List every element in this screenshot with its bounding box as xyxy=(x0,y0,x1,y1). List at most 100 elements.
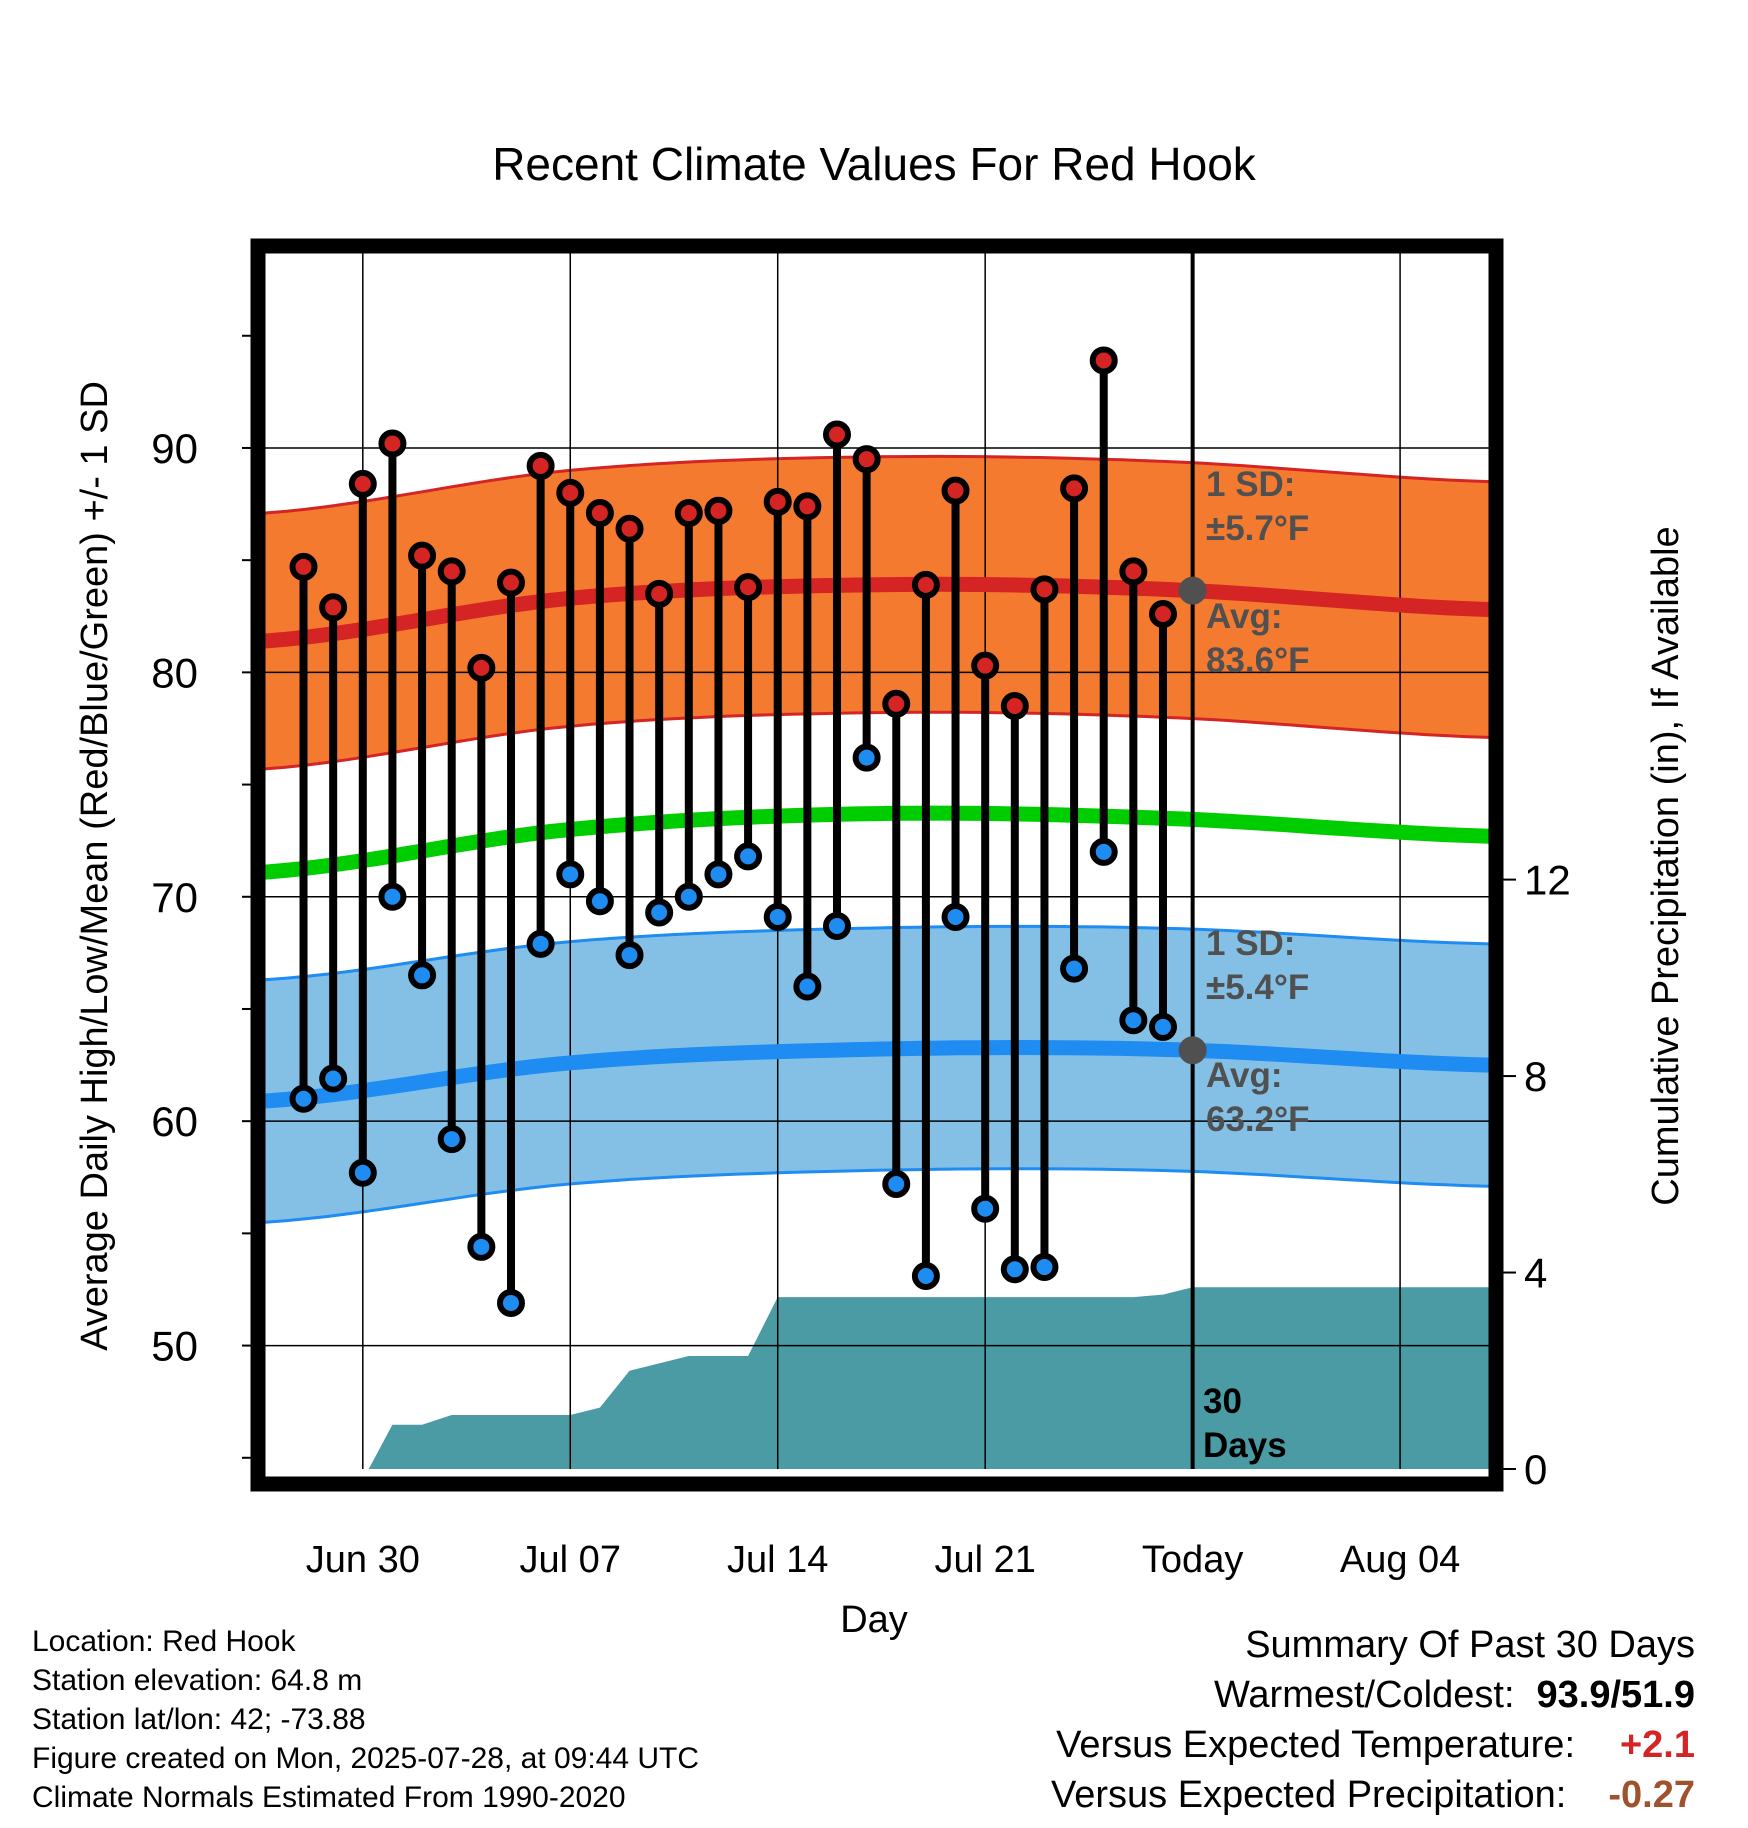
summary-warm-cold: Warmest/Coldest: 93.9/51.9 xyxy=(1051,1670,1695,1720)
high-avg-label: Avg: xyxy=(1206,597,1282,636)
low-sd-label: 1 SD: xyxy=(1206,924,1295,963)
daily-low-point xyxy=(1030,1253,1059,1282)
period-label: 30 Days xyxy=(1203,1382,1287,1465)
daily-high-point xyxy=(437,557,466,586)
low-sd-band-upper-edge xyxy=(265,924,1489,982)
daily-low-point xyxy=(674,882,703,911)
daily-low-point xyxy=(319,1064,348,1093)
daily-low-point xyxy=(1148,1012,1177,1041)
daily-high-point xyxy=(467,653,496,682)
daily-high-point xyxy=(674,499,703,528)
daily-high-point xyxy=(1000,692,1029,721)
daily-low-point xyxy=(437,1125,466,1154)
daily-low-point xyxy=(348,1158,377,1187)
daily-low-point xyxy=(911,1262,940,1291)
summary-heading: Summary Of Past 30 Days xyxy=(1245,1624,1695,1666)
y2-axis-label: Cumulative Precipitation (in), If Availa… xyxy=(1645,526,1687,1205)
normal-mean-line xyxy=(265,805,1489,880)
daily-high-point xyxy=(526,451,555,480)
daily-low-point xyxy=(1000,1255,1029,1284)
daily-high-point xyxy=(793,492,822,521)
y-tick-label: 80 xyxy=(151,649,198,696)
daily-high-point xyxy=(734,573,763,602)
warm-cold-label: Warmest/Coldest: xyxy=(1213,1674,1515,1716)
y-tick-label: 50 xyxy=(151,1323,198,1370)
y-tick-label: 60 xyxy=(151,1098,198,1145)
daily-high-point xyxy=(585,499,614,528)
temp-departure-label: Versus Expected Temperature: xyxy=(1056,1724,1575,1766)
y-minor-ticks xyxy=(242,334,251,1459)
daily-high-point xyxy=(615,514,644,543)
daily-low-point xyxy=(1089,837,1118,866)
daily-high-point xyxy=(852,445,881,474)
daily-high-point xyxy=(348,469,377,498)
annotations: 1 SD: ±5.7°F Avg: 83.6°F 1 SD: ±5.4°F Av… xyxy=(1206,465,1310,1139)
high-sd-band-lower-edge xyxy=(265,710,1489,771)
plot-frame xyxy=(250,238,1504,1492)
daily-low-point xyxy=(852,743,881,772)
normal-high-line xyxy=(265,576,1489,649)
precipitation-area xyxy=(368,1287,1489,1469)
summary-panel: Summary Of Past 30 Days Warmest/Coldest:… xyxy=(1051,1620,1695,1820)
x-tick-label: Jul 07 xyxy=(520,1539,621,1581)
daily-low-point xyxy=(615,941,644,970)
y-axis-label: Average Daily High/Low/Mean (Red/Blue/Gr… xyxy=(74,381,116,1351)
y-tick-label: 70 xyxy=(151,874,198,921)
low-sd-band-lower-edge xyxy=(265,1167,1489,1224)
info-elevation: Station elevation: 64.8 m xyxy=(32,1664,363,1697)
daily-low-point xyxy=(289,1084,318,1113)
daily-low-point xyxy=(378,882,407,911)
warm-cold-value: 93.9/51.9 xyxy=(1536,1674,1695,1716)
daily-high-point xyxy=(556,478,585,507)
x-tick-label: Jul 21 xyxy=(934,1539,1035,1581)
plot-area xyxy=(265,246,1489,1469)
y2-tick-label: 8 xyxy=(1524,1053,1547,1100)
high-sd-value: ±5.7°F xyxy=(1206,509,1309,548)
precip-departure-label: Versus Expected Precipitation: xyxy=(1050,1774,1567,1816)
daily-low-point xyxy=(971,1194,1000,1223)
y-tick-label: 90 xyxy=(151,425,198,472)
daily-low-point xyxy=(763,902,792,931)
today-normal-high-marker xyxy=(1178,576,1207,605)
daily-low-point xyxy=(882,1170,911,1199)
period-label-line2: Days xyxy=(1203,1426,1287,1465)
y2-tick-label: 4 xyxy=(1524,1250,1547,1297)
x-axis-label: Day xyxy=(840,1599,908,1641)
daily-high-point xyxy=(882,689,911,718)
daily-high-point xyxy=(1148,600,1177,629)
y2-tick-label: 12 xyxy=(1524,857,1571,904)
info-location: Location: Red Hook xyxy=(32,1625,296,1658)
precip-departure-value: -0.27 xyxy=(1608,1774,1695,1816)
daily-high-point xyxy=(1030,575,1059,604)
daily-low-point xyxy=(526,929,555,958)
info-latlon: Station lat/lon: 42; -73.88 xyxy=(32,1703,366,1736)
daily-low-point xyxy=(941,902,970,931)
daily-high-point xyxy=(1060,474,1089,503)
high-avg-value: 83.6°F xyxy=(1206,641,1310,680)
daily-high-point xyxy=(496,568,525,597)
daily-high-point xyxy=(971,651,1000,680)
daily-low-point xyxy=(734,842,763,871)
high-sd-label: 1 SD: xyxy=(1206,465,1295,504)
daily-high-point xyxy=(378,429,407,458)
x-tick-label: Jun 30 xyxy=(306,1539,420,1581)
station-info: Location: Red Hook Station elevation: 64… xyxy=(32,1622,699,1817)
axis-tick-labels: 50 60 70 80 90 0 4 8 12 Jun 30 Jul 07 Jul 14 Jul 21 T… xyxy=(151,425,1570,1581)
daily-high-point xyxy=(1119,557,1148,586)
daily-high-point xyxy=(704,496,733,525)
daily-low-point xyxy=(822,911,851,940)
today-normal-low-marker xyxy=(1178,1036,1207,1065)
summary-precip: Versus Expected Precipitation: -0.27 xyxy=(1051,1770,1695,1820)
chart-title: Recent Climate Values For Red Hook xyxy=(492,138,1257,190)
temp-departure-value: +2.1 xyxy=(1619,1724,1695,1766)
daily-high-point xyxy=(763,487,792,516)
daily-high-point xyxy=(289,552,318,581)
daily-low-point xyxy=(585,887,614,916)
daily-low-point xyxy=(793,972,822,1001)
summary-temp: Versus Expected Temperature: +2.1 xyxy=(1051,1720,1695,1770)
low-sd-value: ±5.4°F xyxy=(1206,968,1309,1007)
low-avg-label: Avg: xyxy=(1206,1056,1282,1095)
daily-low-point xyxy=(496,1288,525,1317)
period-label-line1: 30 xyxy=(1203,1382,1242,1421)
daily-high-point xyxy=(645,579,674,608)
